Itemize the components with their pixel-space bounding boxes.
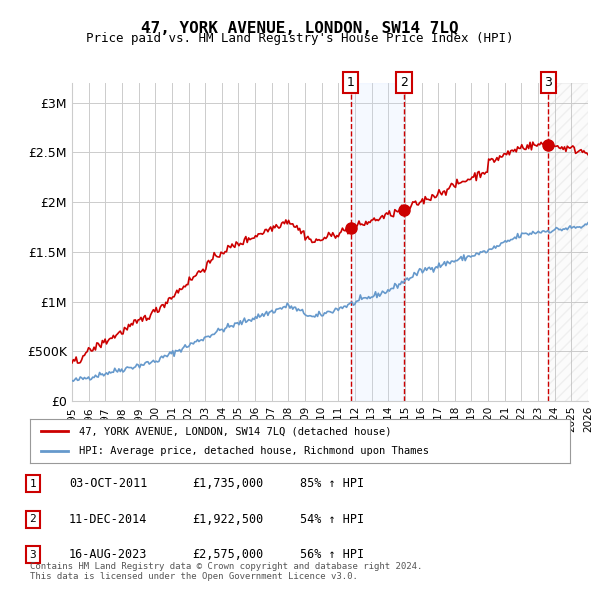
Text: 47, YORK AVENUE, LONDON, SW14 7LQ (detached house): 47, YORK AVENUE, LONDON, SW14 7LQ (detac… xyxy=(79,427,391,436)
Text: 3: 3 xyxy=(29,550,37,559)
Text: 47, YORK AVENUE, LONDON, SW14 7LQ: 47, YORK AVENUE, LONDON, SW14 7LQ xyxy=(141,21,459,35)
Text: 03-OCT-2011: 03-OCT-2011 xyxy=(69,477,148,490)
Text: 11-DEC-2014: 11-DEC-2014 xyxy=(69,513,148,526)
Text: 1: 1 xyxy=(347,76,355,89)
Bar xyxy=(548,83,588,401)
Bar xyxy=(548,83,588,401)
Text: £1,922,500: £1,922,500 xyxy=(192,513,263,526)
Text: 3: 3 xyxy=(544,76,553,89)
Text: HPI: Average price, detached house, Richmond upon Thames: HPI: Average price, detached house, Rich… xyxy=(79,446,428,455)
Text: £1,735,000: £1,735,000 xyxy=(192,477,263,490)
Text: 2: 2 xyxy=(29,514,37,524)
Text: 54% ↑ HPI: 54% ↑ HPI xyxy=(300,513,364,526)
Text: 16-AUG-2023: 16-AUG-2023 xyxy=(69,548,148,561)
Text: 2: 2 xyxy=(400,76,408,89)
Text: 56% ↑ HPI: 56% ↑ HPI xyxy=(300,548,364,561)
Text: Contains HM Land Registry data © Crown copyright and database right 2024.
This d: Contains HM Land Registry data © Crown c… xyxy=(30,562,422,581)
Text: 1: 1 xyxy=(29,479,37,489)
Text: £2,575,000: £2,575,000 xyxy=(192,548,263,561)
Text: 85% ↑ HPI: 85% ↑ HPI xyxy=(300,477,364,490)
Text: Price paid vs. HM Land Registry's House Price Index (HPI): Price paid vs. HM Land Registry's House … xyxy=(86,32,514,45)
Bar xyxy=(351,83,404,401)
